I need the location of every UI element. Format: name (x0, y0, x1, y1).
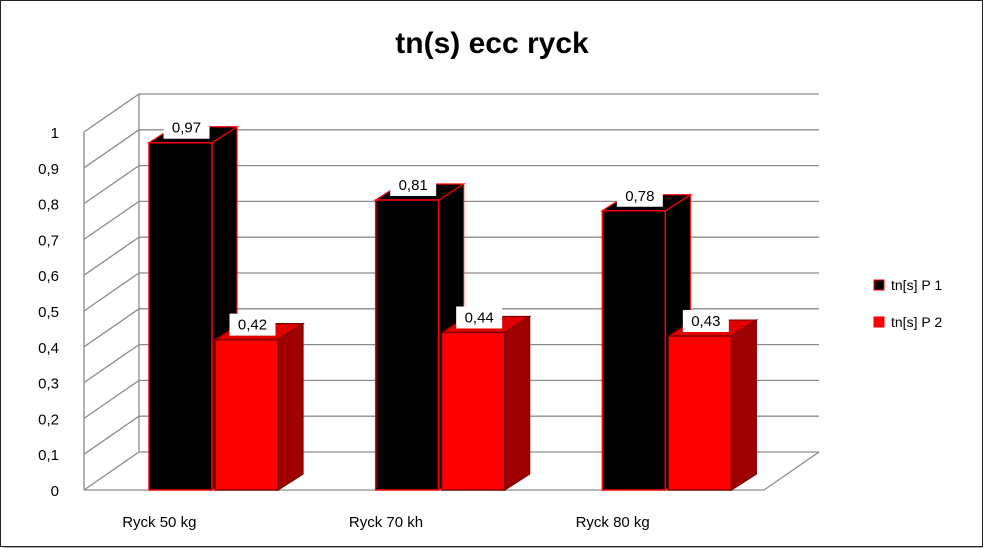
data-label: 0,43 (691, 313, 720, 330)
bar (212, 322, 306, 492)
chart-title: tn(s) ecc ryck (395, 27, 589, 60)
bar-front (214, 338, 279, 491)
bar (439, 315, 532, 492)
legend: tn[s] P 1 tn[s] P 2 (873, 277, 942, 330)
bars (146, 125, 759, 492)
legend-swatch (873, 279, 885, 291)
y-axis-ticks: 0 0,1 0,2 0,3 0,4 0,5 0,6 0,7 0,8 0,9 1 (38, 125, 59, 500)
x-tick-label: Ryck 50 kg (122, 514, 196, 531)
y-tick-label: 0,7 (38, 232, 59, 249)
y-tick-label: 0,4 (38, 340, 59, 357)
data-label: 0,78 (625, 188, 654, 205)
bar-front (601, 210, 667, 491)
data-label: 0,42 (238, 317, 267, 334)
bar-front (374, 199, 440, 491)
data-label-box (229, 313, 276, 336)
y-tick-label: 0,8 (38, 197, 59, 214)
data-label: 0,97 (172, 120, 201, 137)
data-label-box (682, 310, 729, 333)
legend-label: tn[s] P 1 (891, 277, 942, 293)
data-labels: 0,97 0,42 0,81 0,44 0,78 0,43 (163, 116, 729, 336)
gridlines (83, 93, 820, 491)
legend-swatch (873, 316, 885, 328)
data-label-box (456, 306, 503, 329)
bar (666, 318, 759, 492)
y-tick-label: 0,3 (38, 376, 59, 393)
x-tick-label: Ryck 80 kg (576, 514, 650, 531)
y-tick-label: 0,2 (38, 411, 59, 428)
y-tick-label: 0,5 (38, 304, 59, 321)
bar-side (730, 318, 757, 492)
data-label-box (616, 184, 663, 207)
legend-label: tn[s] P 2 (891, 314, 942, 330)
x-tick-label: Ryck 70 kh (349, 514, 423, 531)
floor-edge (84, 451, 820, 491)
data-label: 0,81 (399, 177, 428, 194)
data-label: 0,44 (465, 309, 494, 326)
data-label-box (390, 174, 437, 197)
bar-front (148, 141, 213, 491)
bar-front (667, 335, 733, 491)
bar-front (440, 331, 506, 491)
y-tick-label: 0,9 (38, 161, 59, 178)
bar-side (504, 315, 531, 492)
y-tick-label: 0 (51, 483, 59, 500)
y-tick-label: 1 (51, 125, 59, 142)
bar-side (277, 322, 304, 492)
data-label-box (163, 116, 210, 139)
x-axis-categories: Ryck 50 kg Ryck 70 kh Ryck 80 kg (122, 514, 650, 531)
y-tick-label: 0,1 (38, 447, 59, 464)
y-tick-label: 0,6 (38, 268, 59, 285)
